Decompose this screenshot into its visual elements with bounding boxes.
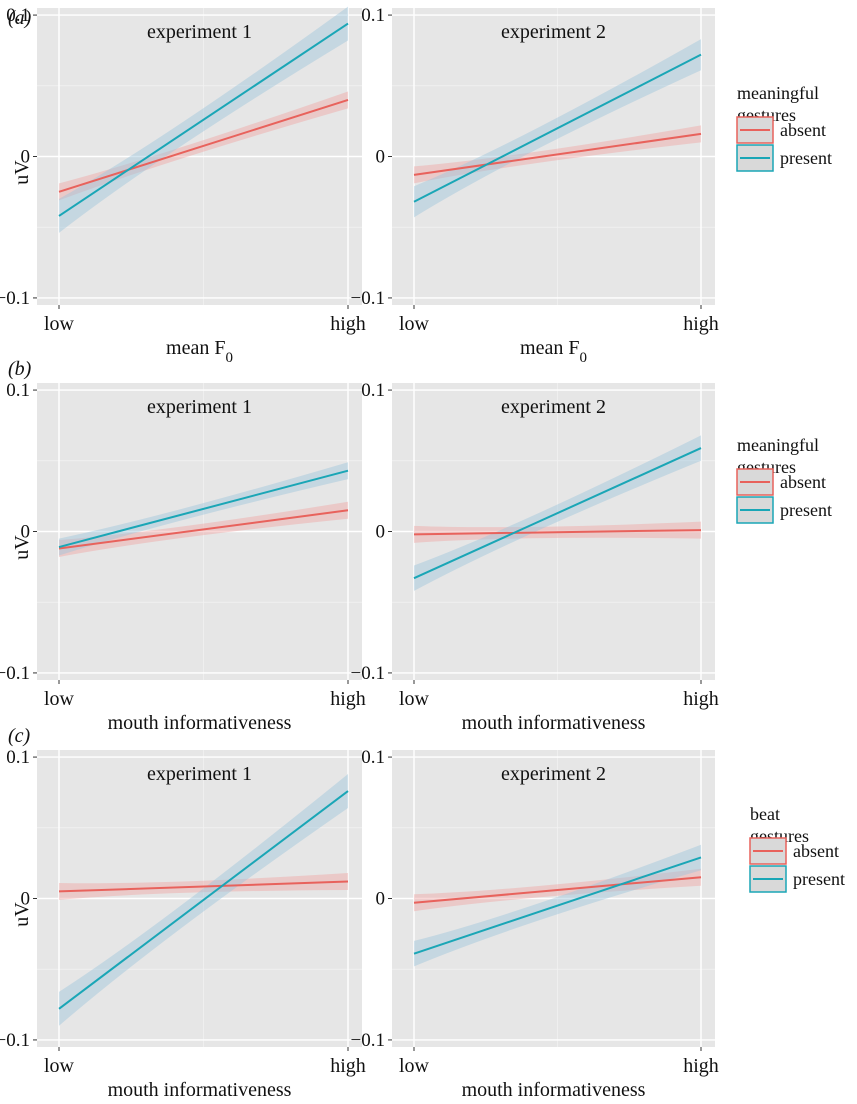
panel-label: (c) xyxy=(8,725,31,747)
x-axis-label: mouth informativeness xyxy=(462,712,646,734)
series-line-absent xyxy=(413,529,702,536)
x-tick-label: low xyxy=(399,313,430,335)
x-tick-label: high xyxy=(683,313,719,335)
y-tick-label: −0.1 xyxy=(0,1030,30,1051)
y-tick-label: 0.1 xyxy=(361,747,385,768)
plot-1-1: experiment 1 0.1 0 −0.1 low high mean F0 uV xyxy=(0,5,366,366)
y-tick-label: 0 xyxy=(376,522,386,543)
x-axis-label: mean F0 xyxy=(520,337,587,366)
plot-2-1: experiment 1 0.1 0 −0.1 low high mouth informa… xyxy=(0,380,366,734)
y-tick-label: 0.1 xyxy=(361,5,385,26)
series-line-present xyxy=(413,53,702,203)
plot-1-2: experiment 2 0.1 0 −0.1 low high mean F0 xyxy=(351,5,719,366)
series-line-present xyxy=(413,447,702,580)
y-tick-label: 0 xyxy=(21,889,31,910)
series-line-present xyxy=(58,22,349,217)
x-tick-label: low xyxy=(44,1055,75,1077)
panel-label: (b) xyxy=(8,358,32,380)
x-tick-label: high xyxy=(330,313,366,335)
y-axis-label: uV xyxy=(11,535,33,560)
row-3: (c) experiment 1 0.1 0 −0.1 low high mouth info… xyxy=(0,725,845,1101)
plot-title: experiment 2 xyxy=(501,396,606,418)
plot-title: experiment 1 xyxy=(147,763,252,785)
series-line-absent xyxy=(413,876,702,904)
y-tick-label: 0.1 xyxy=(361,380,385,401)
x-tick-label: low xyxy=(399,1055,430,1077)
legend-label-absent: absent xyxy=(793,841,839,861)
legend-title: beat xyxy=(750,804,780,824)
x-tick-label: high xyxy=(330,688,366,710)
x-tick-label: low xyxy=(44,688,75,710)
series-line-absent xyxy=(58,880,349,893)
y-tick-label: 0.1 xyxy=(6,5,30,26)
plot-title: experiment 1 xyxy=(147,396,252,418)
plot-3-2: experiment 2 0.1 0 −0.1 low high mouth informa… xyxy=(351,747,719,1101)
row-2: (b) experiment 1 0.1 0 −0.1 low high mouth info… xyxy=(0,358,832,734)
y-axis-label: uV xyxy=(11,902,33,927)
series-line-absent xyxy=(58,98,349,193)
plot-title: experiment 2 xyxy=(501,763,606,785)
series-line-absent xyxy=(58,509,349,550)
series-line-absent xyxy=(413,132,702,176)
y-tick-label: −0.1 xyxy=(351,288,385,309)
x-tick-label: high xyxy=(330,1055,366,1077)
x-axis-label: mouth informativeness xyxy=(108,1079,292,1101)
legend-title: meaningful xyxy=(737,83,819,103)
y-tick-label: 0 xyxy=(376,147,386,168)
plot-title: experiment 1 xyxy=(147,21,252,43)
x-tick-label: low xyxy=(399,688,430,710)
y-tick-label: −0.1 xyxy=(351,1030,385,1051)
y-tick-label: 0 xyxy=(21,147,31,168)
legend-label-present: present xyxy=(780,500,832,520)
legend-label-absent: absent xyxy=(780,120,826,140)
plot-2-2: experiment 2 0.1 0 −0.1 low high mouth informa… xyxy=(351,380,719,734)
legend-title: meaningful xyxy=(737,435,819,455)
y-tick-label: 0.1 xyxy=(6,747,30,768)
x-tick-label: high xyxy=(683,688,719,710)
series-line-present xyxy=(413,856,702,955)
plot-title: experiment 2 xyxy=(501,21,606,43)
legend-label-present: present xyxy=(793,869,845,889)
legend-label-present: present xyxy=(780,148,832,168)
series-line-present xyxy=(58,469,349,549)
panel-label: (a) xyxy=(8,7,32,29)
legend-label-absent: absent xyxy=(780,472,826,492)
x-axis-label-subscript: 0 xyxy=(225,350,233,366)
y-tick-label: 0 xyxy=(21,522,31,543)
y-tick-label: 0.1 xyxy=(6,380,30,401)
series-line-present xyxy=(58,790,349,1010)
plot-3-1: experiment 1 0.1 0 −0.1 low high mouth informa… xyxy=(0,747,366,1101)
y-tick-label: −0.1 xyxy=(351,663,385,684)
y-tick-label: 0 xyxy=(376,889,386,910)
x-axis-label-subscript: 0 xyxy=(579,350,587,366)
x-axis-label: mouth informativeness xyxy=(462,1079,646,1101)
y-tick-label: −0.1 xyxy=(0,288,30,309)
x-tick-label: high xyxy=(683,1055,719,1077)
x-tick-label: low xyxy=(44,313,75,335)
x-axis-label: mouth informativeness xyxy=(108,712,292,734)
x-axis-label: mean F0 xyxy=(166,337,233,366)
y-tick-label: −0.1 xyxy=(0,663,30,684)
y-axis-label: uV xyxy=(11,160,33,185)
